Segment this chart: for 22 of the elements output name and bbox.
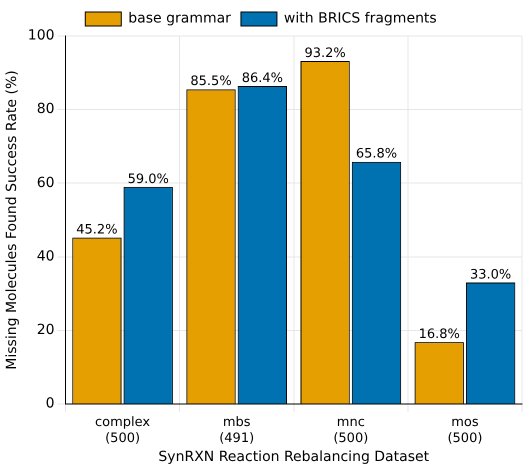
y-tick-label: 80 bbox=[36, 101, 55, 118]
data-label: 93.2% bbox=[304, 46, 346, 61]
x-tick-label: mos (500) bbox=[447, 415, 482, 446]
x-tick-label: complex (500) bbox=[95, 415, 150, 446]
y-tick-label: 0 bbox=[46, 396, 55, 412]
data-label: 85.5% bbox=[190, 74, 232, 90]
y-tick-label: 20 bbox=[36, 322, 55, 338]
y-axis-title: Missing Molecules Found Success Rate (%) bbox=[4, 70, 20, 370]
data-label: 45.2% bbox=[76, 222, 118, 238]
data-label: 86.4% bbox=[242, 70, 284, 86]
data-label: 59.0% bbox=[128, 172, 169, 187]
legend-label: base grammar bbox=[128, 10, 232, 27]
x-tick-label: mbs (491) bbox=[219, 415, 254, 446]
y-tick-label: 100 bbox=[28, 28, 55, 44]
y-tick-label: 40 bbox=[36, 248, 55, 264]
x-tick-label: mnc (500) bbox=[333, 415, 368, 446]
legend-label: with BRICS fragments bbox=[284, 10, 437, 27]
data-label: 65.8% bbox=[356, 146, 398, 162]
data-label: 33.0% bbox=[470, 267, 512, 282]
y-tick-label: 60 bbox=[36, 174, 55, 191]
data-label: 16.8% bbox=[418, 327, 460, 342]
x-axis-title: SynRXN Reaction Rebalancing Dataset bbox=[158, 449, 430, 466]
